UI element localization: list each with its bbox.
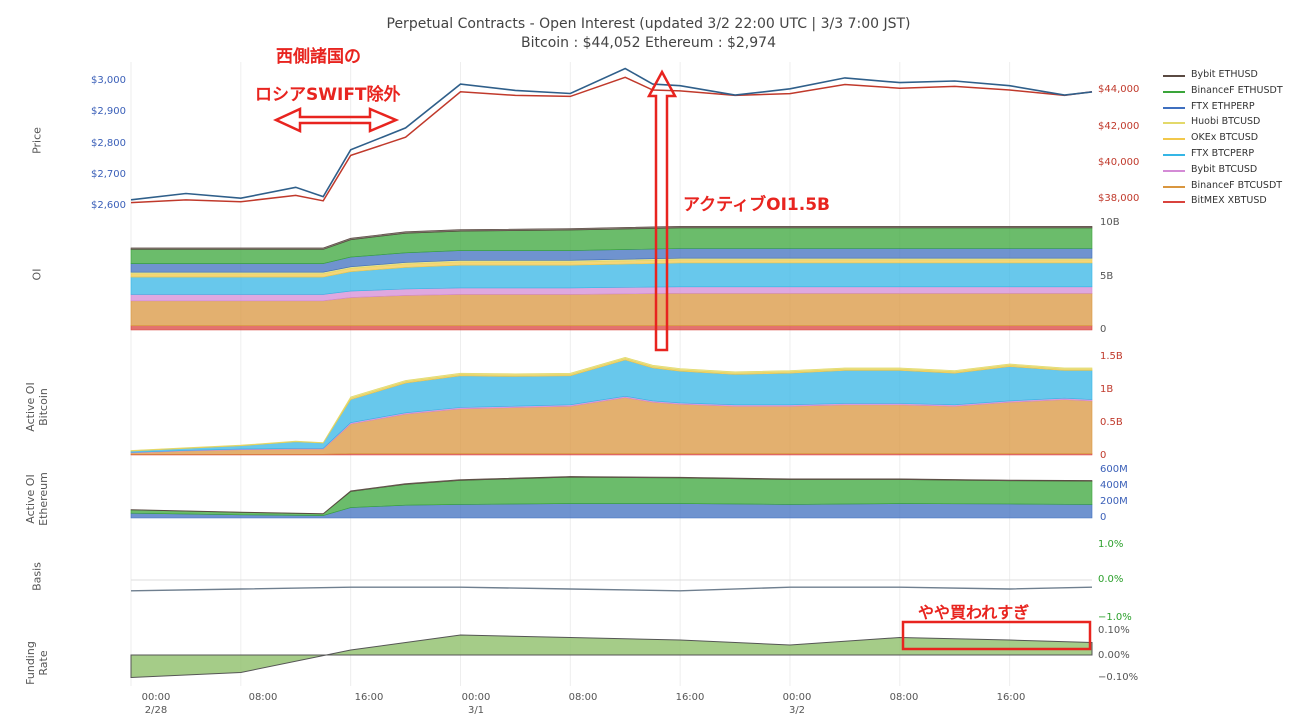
active-oi-btc-area — [130, 356, 1093, 452]
basis-tick: −1.0% — [1098, 612, 1132, 623]
price-right-tick: $42,000 — [1098, 121, 1140, 132]
legend-label: BinanceF ETHUSDT — [1191, 84, 1283, 96]
oi-tick: 10B — [1100, 217, 1120, 228]
legend-swatch — [1163, 138, 1185, 141]
legend-swatch — [1163, 169, 1185, 172]
legend-swatch — [1163, 153, 1185, 156]
annotation-active-oi: アクティブOI1.5B — [683, 195, 830, 215]
x-tick-time: 00:00 — [782, 692, 812, 703]
x-tick-time: 08:00 — [248, 692, 278, 703]
x-tick-date: 2/28 — [144, 705, 168, 716]
price-left-tick: $2,900 — [91, 106, 126, 117]
annotation-box-overbought — [901, 620, 1092, 651]
active-eth-tick: 400M — [1100, 480, 1128, 491]
legend-swatch — [1163, 75, 1185, 77]
x-tick-time: 00:00 — [461, 692, 491, 703]
price-axis-label: Price — [30, 127, 44, 154]
oi-area — [130, 325, 1093, 331]
oi-area — [130, 226, 1093, 250]
price-left-tick: $3,000 — [91, 75, 126, 86]
legend-label: BitMEX XBTUSD — [1191, 195, 1267, 207]
price-right-tick: $40,000 — [1098, 157, 1140, 168]
chart-title: Perpetual Contracts - Open Interest (upd… — [386, 16, 911, 32]
price-left-tick: $2,600 — [91, 200, 126, 211]
legend-label: OKEx BTCUSD — [1191, 132, 1259, 144]
x-tick-date: 3/1 — [467, 705, 485, 716]
oi-tick: 0 — [1100, 324, 1107, 335]
annotation-arrow-swift — [272, 107, 400, 133]
basis-line — [130, 586, 1093, 592]
x-tick-date: 3/2 — [788, 705, 806, 716]
legend-swatch — [1163, 106, 1185, 109]
oi-axis-label: OI — [30, 268, 44, 281]
basis-tick: 0.0% — [1098, 574, 1124, 585]
legend-label: FTX ETHPERP — [1191, 100, 1255, 112]
legend-label: Bybit ETHUSD — [1191, 69, 1258, 80]
active-oi-btc-axis-label: Active OI Bitcoin — [24, 382, 50, 432]
active-oi-eth-area — [130, 503, 1093, 519]
legend-label: Bybit BTCUSD — [1191, 163, 1258, 175]
legend-label: FTX BTCPERP — [1191, 147, 1255, 159]
funding-axis-label: Funding Rate — [24, 641, 50, 685]
price-line-ethereum — [130, 67, 1093, 201]
annotation-arrow-active-oi — [646, 69, 678, 352]
annotation-swift-line1: 西側諸国の — [276, 47, 361, 67]
active-eth-tick: 200M — [1100, 496, 1128, 507]
basis-axis-label: Basis — [30, 562, 44, 591]
x-tick-time: 16:00 — [675, 692, 705, 703]
x-tick-time: 16:00 — [996, 692, 1026, 703]
legend-swatch — [1163, 201, 1185, 204]
annotation-overbought: やや買われすぎ — [918, 603, 1030, 622]
active-eth-tick: 600M — [1100, 464, 1128, 475]
x-tick-time: 08:00 — [568, 692, 598, 703]
price-left-tick: $2,800 — [91, 138, 126, 149]
legend-label: BinanceF BTCUSDT — [1191, 179, 1283, 191]
basis-tick: 1.0% — [1098, 539, 1124, 550]
legend-swatch — [1163, 90, 1185, 93]
x-tick-time: 08:00 — [889, 692, 919, 703]
funding-tick: 0.00% — [1098, 650, 1130, 661]
annotation-swift-line2: ロシアSWIFT除外 — [255, 85, 401, 105]
funding-tick: 0.10% — [1098, 625, 1130, 636]
legend-swatch — [1163, 122, 1185, 125]
active-btc-tick: 1B — [1100, 384, 1114, 395]
x-tick-time: 16:00 — [354, 692, 384, 703]
funding-area — [130, 634, 1093, 679]
chart-subtitle: Bitcoin : $44,052 Ethereum : $2,974 — [521, 35, 776, 51]
active-oi-eth-area — [130, 476, 1093, 515]
active-eth-tick: 0 — [1100, 512, 1107, 523]
price-left-tick: $2,700 — [91, 169, 126, 180]
active-btc-tick: 1.5B — [1100, 351, 1123, 362]
x-tick-time: 00:00 — [141, 692, 171, 703]
active-btc-tick: 0 — [1100, 450, 1107, 461]
funding-tick: −0.10% — [1098, 672, 1139, 683]
oi-tick: 5B — [1100, 271, 1114, 282]
price-line-bitcoin — [130, 76, 1093, 204]
price-right-tick: $38,000 — [1098, 193, 1140, 204]
legend-label: Huobi BTCUSD — [1191, 116, 1261, 128]
active-btc-tick: 0.5B — [1100, 417, 1123, 428]
legend-swatch — [1163, 185, 1185, 188]
price-right-tick: $44,000 — [1098, 84, 1140, 95]
active-oi-eth-axis-label: Active OI Ethereum — [24, 472, 50, 526]
